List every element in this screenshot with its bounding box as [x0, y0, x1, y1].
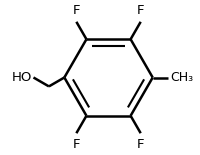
Text: F: F [137, 137, 144, 151]
Text: F: F [73, 4, 80, 18]
Text: HO: HO [12, 71, 32, 84]
Text: CH₃: CH₃ [170, 71, 193, 84]
Text: F: F [137, 4, 144, 18]
Text: F: F [73, 137, 80, 151]
